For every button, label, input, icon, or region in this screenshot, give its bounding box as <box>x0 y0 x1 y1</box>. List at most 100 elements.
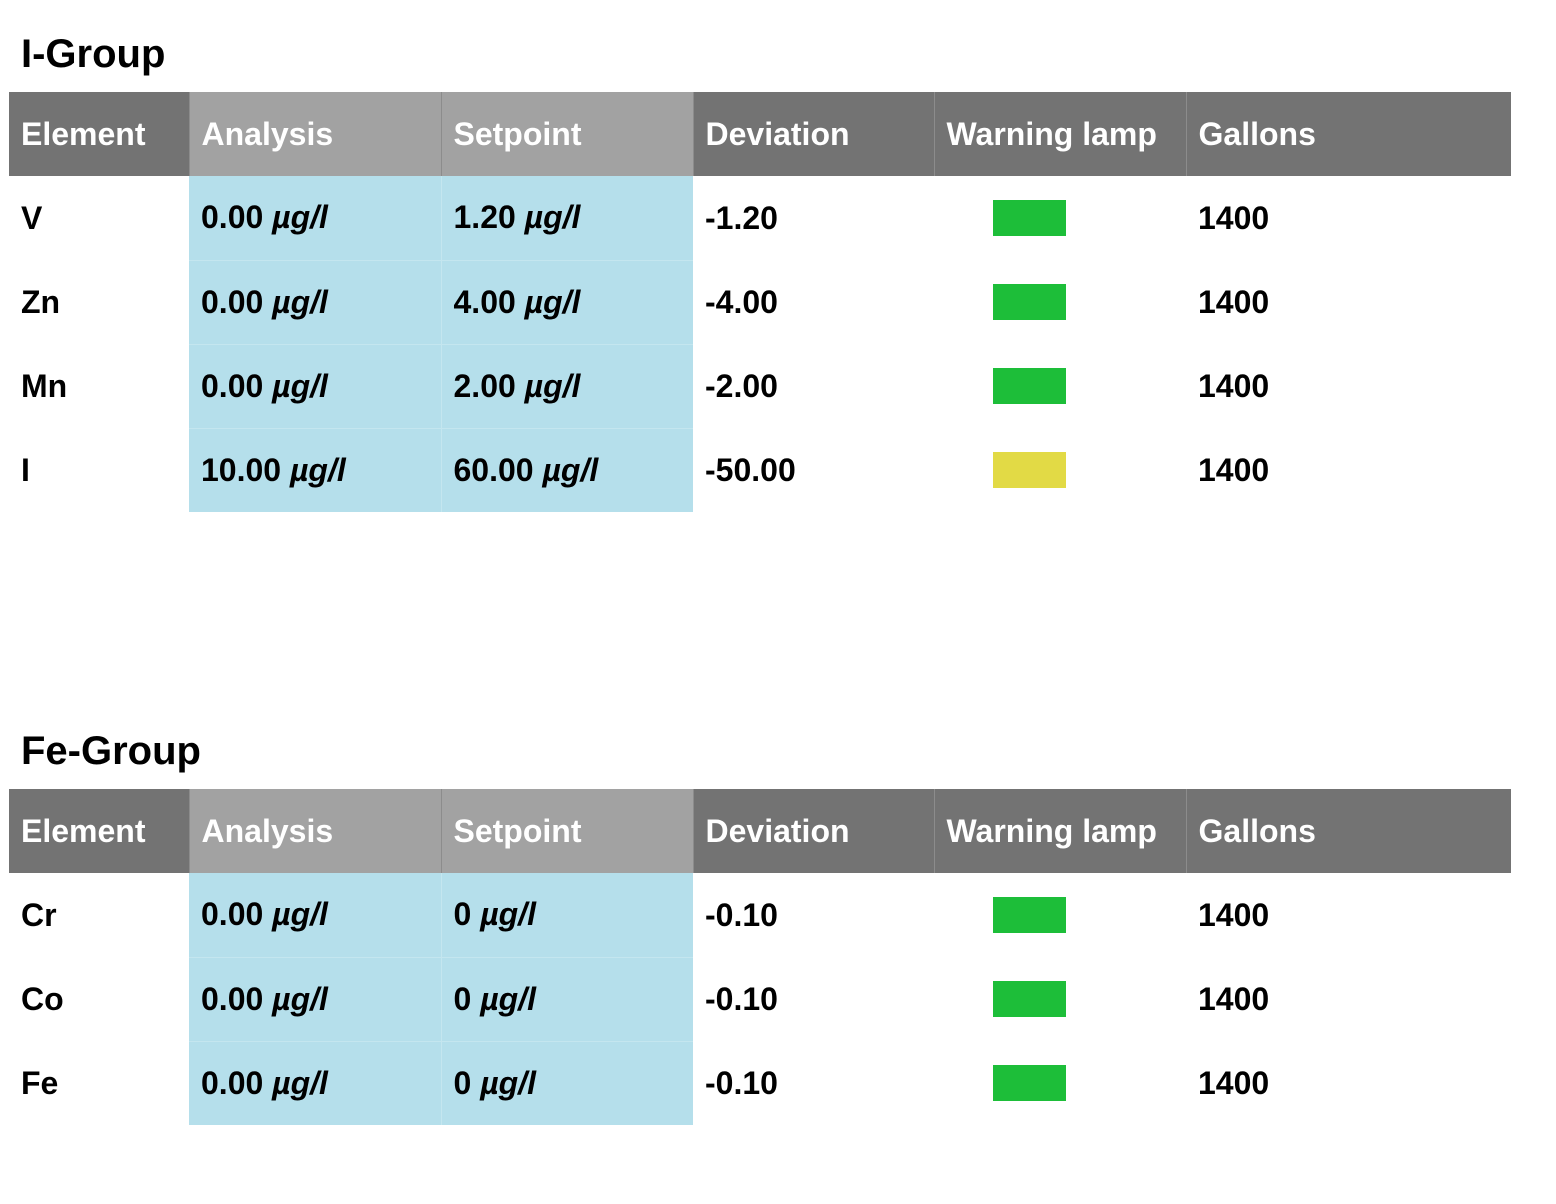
gallons-cell: 1400 <box>1198 896 1270 933</box>
column-header-setpoint: Setpoint <box>440 92 693 176</box>
element-cell: I <box>21 451 30 488</box>
column-header-gallons: Gallons <box>1185 789 1511 873</box>
column-header-gallons: Gallons <box>1185 92 1511 176</box>
column-header-warning-lamp: Warning lamp <box>933 92 1186 176</box>
deviation-cell: -2.00 <box>705 367 778 404</box>
warning-lamp-cell <box>934 260 1186 344</box>
element-cell: Mn <box>21 367 68 404</box>
setpoint-cell: 0 µg/l <box>440 956 693 1041</box>
header-row: Element Analysis Setpoint Deviation Warn… <box>9 92 1511 176</box>
gallons-cell: 1400 <box>1198 367 1270 404</box>
analysis-cell: 0.00 µg/l <box>189 343 441 428</box>
setpoint-unit: µg/l <box>480 896 536 933</box>
analysis-cell: 0.00 µg/l <box>189 1040 441 1125</box>
header-row: Element Analysis Setpoint Deviation Warn… <box>9 789 1511 873</box>
analysis-unit: µg/l <box>272 367 328 404</box>
analysis-cell: 10.00 µg/l <box>189 427 441 512</box>
column-header-deviation: Deviation <box>692 789 934 873</box>
analysis-value: 0.00 <box>201 1064 264 1101</box>
analysis-unit: µg/l <box>272 980 328 1017</box>
analysis-cell: 0.00 µg/l <box>189 873 441 957</box>
column-header-analysis: Analysis <box>188 789 441 873</box>
analysis-value: 10.00 <box>201 451 282 488</box>
analysis-value: 0.00 <box>201 367 264 404</box>
warning-lamp-indicator <box>993 452 1066 488</box>
gallons-cell: 1400 <box>1198 1064 1270 1101</box>
setpoint-unit: µg/l <box>480 1064 536 1101</box>
table-row: Co 0.00 µg/l 0 µg/l -0.10 1400 <box>9 956 1511 1041</box>
analysis-value: 0.00 <box>201 199 264 236</box>
analysis-value: 0.00 <box>201 283 264 320</box>
setpoint-value: 0 <box>453 980 472 1017</box>
setpoint-value: 2.00 <box>453 367 516 404</box>
analysis-unit: µg/l <box>289 451 346 488</box>
analysis-value: 0.00 <box>201 980 264 1017</box>
analysis-unit: µg/l <box>272 283 328 320</box>
column-header-element: Element <box>9 92 189 176</box>
warning-lamp-indicator <box>993 368 1066 404</box>
setpoint-unit: µg/l <box>542 451 599 488</box>
setpoint-value: 1.20 <box>453 199 516 236</box>
deviation-cell: -0.10 <box>705 896 778 933</box>
setpoint-value: 60.00 <box>453 451 534 488</box>
setpoint-cell: 0 µg/l <box>440 1040 693 1125</box>
column-header-deviation: Deviation <box>692 92 934 176</box>
i-group-table: Element Analysis Setpoint Deviation Warn… <box>9 92 1511 512</box>
table-row: V 0.00 µg/l 1.20 µg/l -1.20 1400 <box>9 176 1511 260</box>
warning-lamp-cell <box>934 1041 1186 1125</box>
column-header-element: Element <box>9 789 189 873</box>
warning-lamp-indicator <box>993 1065 1066 1101</box>
analysis-unit: µg/l <box>272 896 328 933</box>
table-row: Cr 0.00 µg/l 0 µg/l -0.10 1400 <box>9 873 1511 957</box>
deviation-cell: -50.00 <box>705 451 796 488</box>
warning-lamp-indicator <box>993 981 1066 1017</box>
element-cell: Co <box>21 980 64 1017</box>
warning-lamp-indicator <box>993 897 1066 933</box>
setpoint-cell: 1.20 µg/l <box>440 176 693 260</box>
warning-lamp-indicator <box>993 284 1066 320</box>
table-row: Fe 0.00 µg/l 0 µg/l -0.10 1400 <box>9 1040 1511 1125</box>
column-header-warning-lamp: Warning lamp <box>933 789 1186 873</box>
setpoint-cell: 2.00 µg/l <box>440 343 693 428</box>
setpoint-value: 0 <box>453 1064 472 1101</box>
gallons-cell: 1400 <box>1198 980 1270 1017</box>
setpoint-value: 0 <box>453 896 472 933</box>
analysis-cell: 0.00 µg/l <box>189 956 441 1041</box>
warning-lamp-cell <box>934 344 1186 428</box>
setpoint-unit: µg/l <box>480 980 536 1017</box>
setpoint-cell: 4.00 µg/l <box>440 259 693 344</box>
setpoint-unit: µg/l <box>524 367 581 404</box>
warning-lamp-cell <box>934 957 1186 1041</box>
warning-lamp-cell <box>934 428 1186 512</box>
setpoint-cell: 60.00 µg/l <box>440 427 693 512</box>
element-cell: V <box>21 199 43 236</box>
column-header-analysis: Analysis <box>188 92 441 176</box>
warning-lamp-cell <box>934 873 1186 957</box>
analysis-cell: 0.00 µg/l <box>189 176 441 260</box>
column-header-setpoint: Setpoint <box>440 789 693 873</box>
deviation-cell: -4.00 <box>705 283 778 320</box>
gallons-cell: 1400 <box>1198 199 1270 236</box>
element-cell: Cr <box>21 896 57 933</box>
warning-lamp-indicator <box>993 200 1066 236</box>
deviation-cell: -0.10 <box>705 980 778 1017</box>
deviation-cell: -0.10 <box>705 1064 778 1101</box>
element-cell: Fe <box>21 1064 59 1101</box>
gallons-cell: 1400 <box>1198 451 1270 488</box>
setpoint-value: 4.00 <box>453 283 516 320</box>
setpoint-cell: 0 µg/l <box>440 873 693 957</box>
warning-lamp-cell <box>934 176 1186 260</box>
analysis-value: 0.00 <box>201 896 264 933</box>
setpoint-unit: µg/l <box>524 283 581 320</box>
group-title: I-Group <box>21 32 166 76</box>
analysis-unit: µg/l <box>272 1064 328 1101</box>
table-row: Zn 0.00 µg/l 4.00 µg/l -4.00 1400 <box>9 259 1511 344</box>
analysis-unit: µg/l <box>272 199 328 236</box>
element-cell: Zn <box>21 283 61 320</box>
table-row: Mn 0.00 µg/l 2.00 µg/l -2.00 1400 <box>9 343 1511 428</box>
analysis-cell: 0.00 µg/l <box>189 259 441 344</box>
group-title: Fe-Group <box>21 729 201 773</box>
fe-group-table: Element Analysis Setpoint Deviation Warn… <box>9 789 1511 1125</box>
setpoint-unit: µg/l <box>524 199 581 236</box>
table-row: I 10.00 µg/l 60.00 µg/l -50.00 1400 <box>9 427 1511 512</box>
